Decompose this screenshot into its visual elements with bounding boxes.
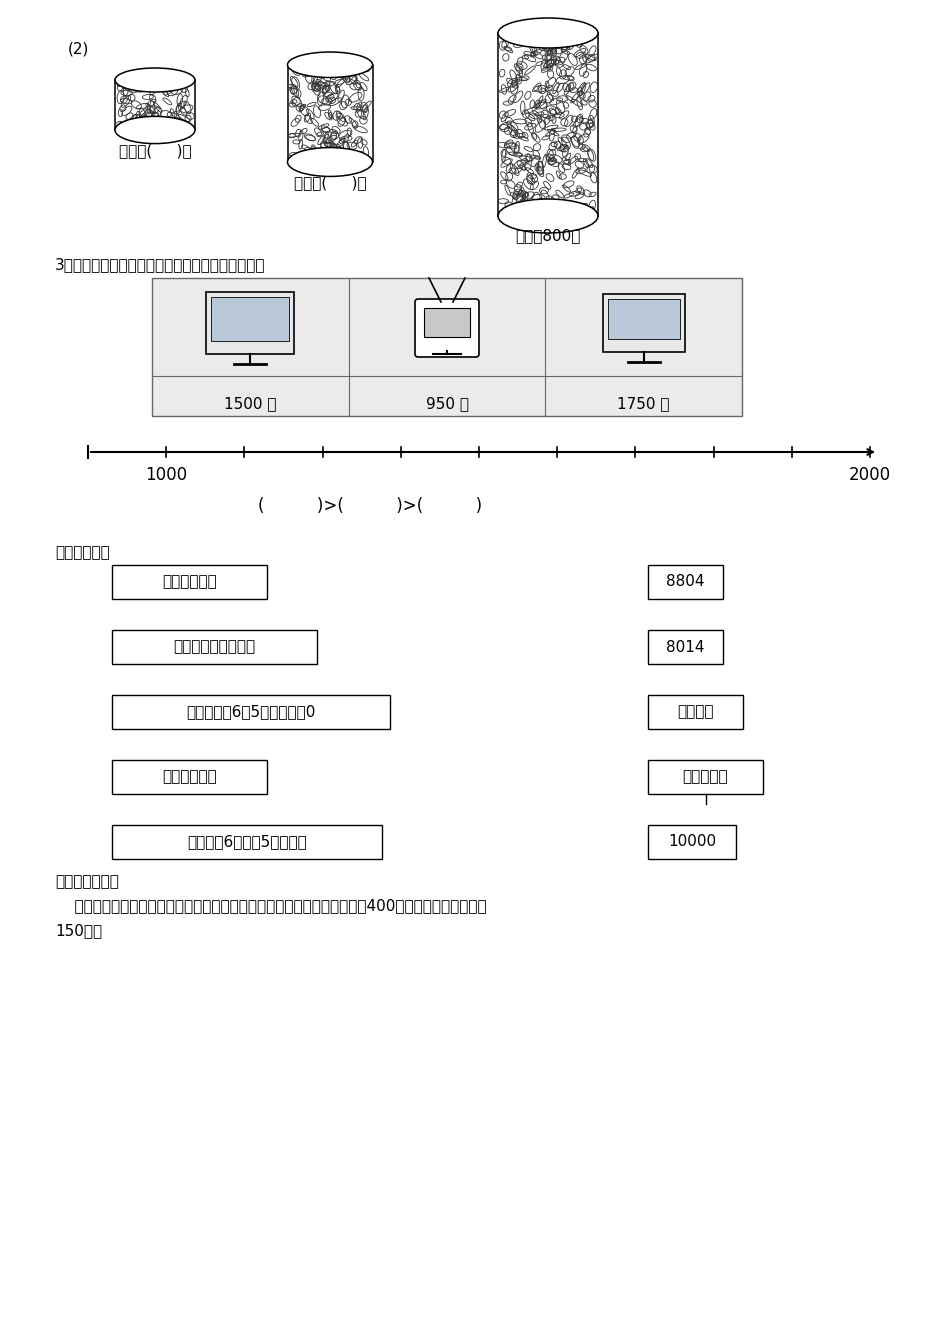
Text: 10000: 10000 [668,835,716,849]
Text: 看一看，按照要求标出小熊家和小兔家的大致位置。小熊家在小狗家东面400米，小兔家在大树西面: 看一看，按照要求标出小熊家和小兔家的大致位置。小熊家在小狗家东面400米，小兔家… [55,898,486,913]
Text: 大约有800粒: 大约有800粒 [515,228,580,243]
Text: 六、解决问题。: 六、解决问题。 [55,874,119,888]
Ellipse shape [115,69,195,91]
Bar [648,759,763,794]
Ellipse shape [498,17,598,48]
Polygon shape [288,65,372,163]
Ellipse shape [115,117,195,144]
Ellipse shape [498,199,598,233]
Text: 这个数是最小五位数: 这个数是最小五位数 [174,640,256,655]
Text: (2): (2) [68,42,89,56]
Polygon shape [115,81,195,130]
Text: 8804: 8804 [666,574,705,590]
Bar [424,308,470,336]
Polygon shape [498,34,598,216]
Text: 大约有(     )粒: 大约有( )粒 [294,175,367,190]
Text: 2000: 2000 [849,466,891,484]
Bar [112,759,267,794]
Bar [112,630,317,664]
FancyBboxPatch shape [415,298,479,358]
Text: 1750 元: 1750 元 [618,396,670,411]
Text: 3、哪台电视最便宜？在横线上标出价格并比一比。: 3、哪台电视最便宜？在横线上标出价格并比一比。 [55,257,265,271]
Ellipse shape [288,148,372,176]
Bar [602,294,685,352]
Text: 五、连一连。: 五、连一连。 [55,546,110,560]
Text: 1000: 1000 [145,466,187,484]
Text: 六千零五: 六千零五 [677,704,713,719]
Bar [112,695,390,728]
Bar [211,297,290,341]
Text: 8014: 8014 [666,640,705,655]
Text: 八千零一十四: 八千零一十四 [162,574,217,590]
Bar [648,695,743,728]
Bar [608,298,679,339]
Text: 这个数〔6个千和5个十组成: 这个数〔6个千和5个十组成 [187,835,307,849]
Text: 150米。: 150米。 [55,923,103,938]
Text: 八千八百零四: 八千八百零四 [162,770,217,785]
Bar [112,825,382,859]
Bar [648,564,723,599]
Bar [112,564,267,599]
Bar [206,292,294,353]
Text: (          )>(          )>(          ): ( )>( )>( ) [258,497,482,515]
Text: 这个数中的6和5之间有两个0: 这个数中的6和5之间有两个0 [186,704,315,719]
Text: 六千零五十: 六千零五十 [683,770,729,785]
Bar [648,825,736,859]
Bar [648,630,723,664]
Text: 950 元: 950 元 [426,396,468,411]
Bar [152,278,742,417]
Text: 1500 元: 1500 元 [224,396,276,411]
Text: 大约有(     )粒: 大约有( )粒 [119,142,191,159]
Ellipse shape [288,52,372,78]
